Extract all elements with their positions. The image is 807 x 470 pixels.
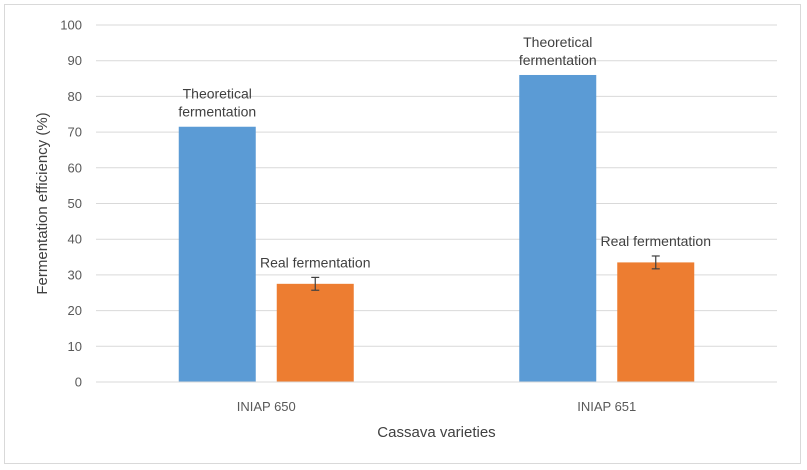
x-tick-label: INIAP 650 (237, 399, 296, 414)
y-tick-label: 80 (68, 89, 82, 104)
data-label: Real fermentation (600, 233, 711, 249)
x-tick-labels: INIAP 650 INIAP 651 (237, 399, 637, 414)
bar (276, 283, 354, 382)
y-tick-label: 90 (68, 53, 82, 68)
y-tick-label: 10 (68, 339, 82, 354)
data-label: Theoretical (183, 86, 252, 102)
data-label: fermentation (519, 52, 597, 68)
data-label: Real fermentation (260, 254, 371, 270)
y-tick-label: 70 (68, 125, 82, 140)
y-tick-label: 100 (60, 18, 82, 33)
bar (617, 262, 695, 382)
data-label: Theoretical (523, 34, 592, 50)
x-axis-title: Cassava varieties (377, 424, 495, 441)
y-tick-labels: 0 10 20 30 40 50 60 70 80 90 100 (60, 18, 82, 390)
bar (178, 126, 256, 383)
y-tick-label: 30 (68, 267, 82, 282)
error-bars (311, 255, 660, 291)
bar (519, 74, 597, 382)
x-tick-label: INIAP 651 (577, 399, 636, 414)
chart-frame (4, 4, 801, 464)
y-tick-label: 40 (68, 232, 82, 247)
data-label: fermentation (178, 104, 256, 120)
y-tick-label: 20 (68, 303, 82, 318)
y-tick-label: 0 (75, 375, 82, 390)
bars (178, 74, 695, 383)
y-tick-label: 50 (68, 196, 82, 211)
y-tick-label: 60 (68, 160, 82, 175)
y-axis-title: Fermentation efficiency (%) (34, 112, 51, 294)
data-labels: Theoretical fermentation Real fermentation… (178, 34, 711, 270)
